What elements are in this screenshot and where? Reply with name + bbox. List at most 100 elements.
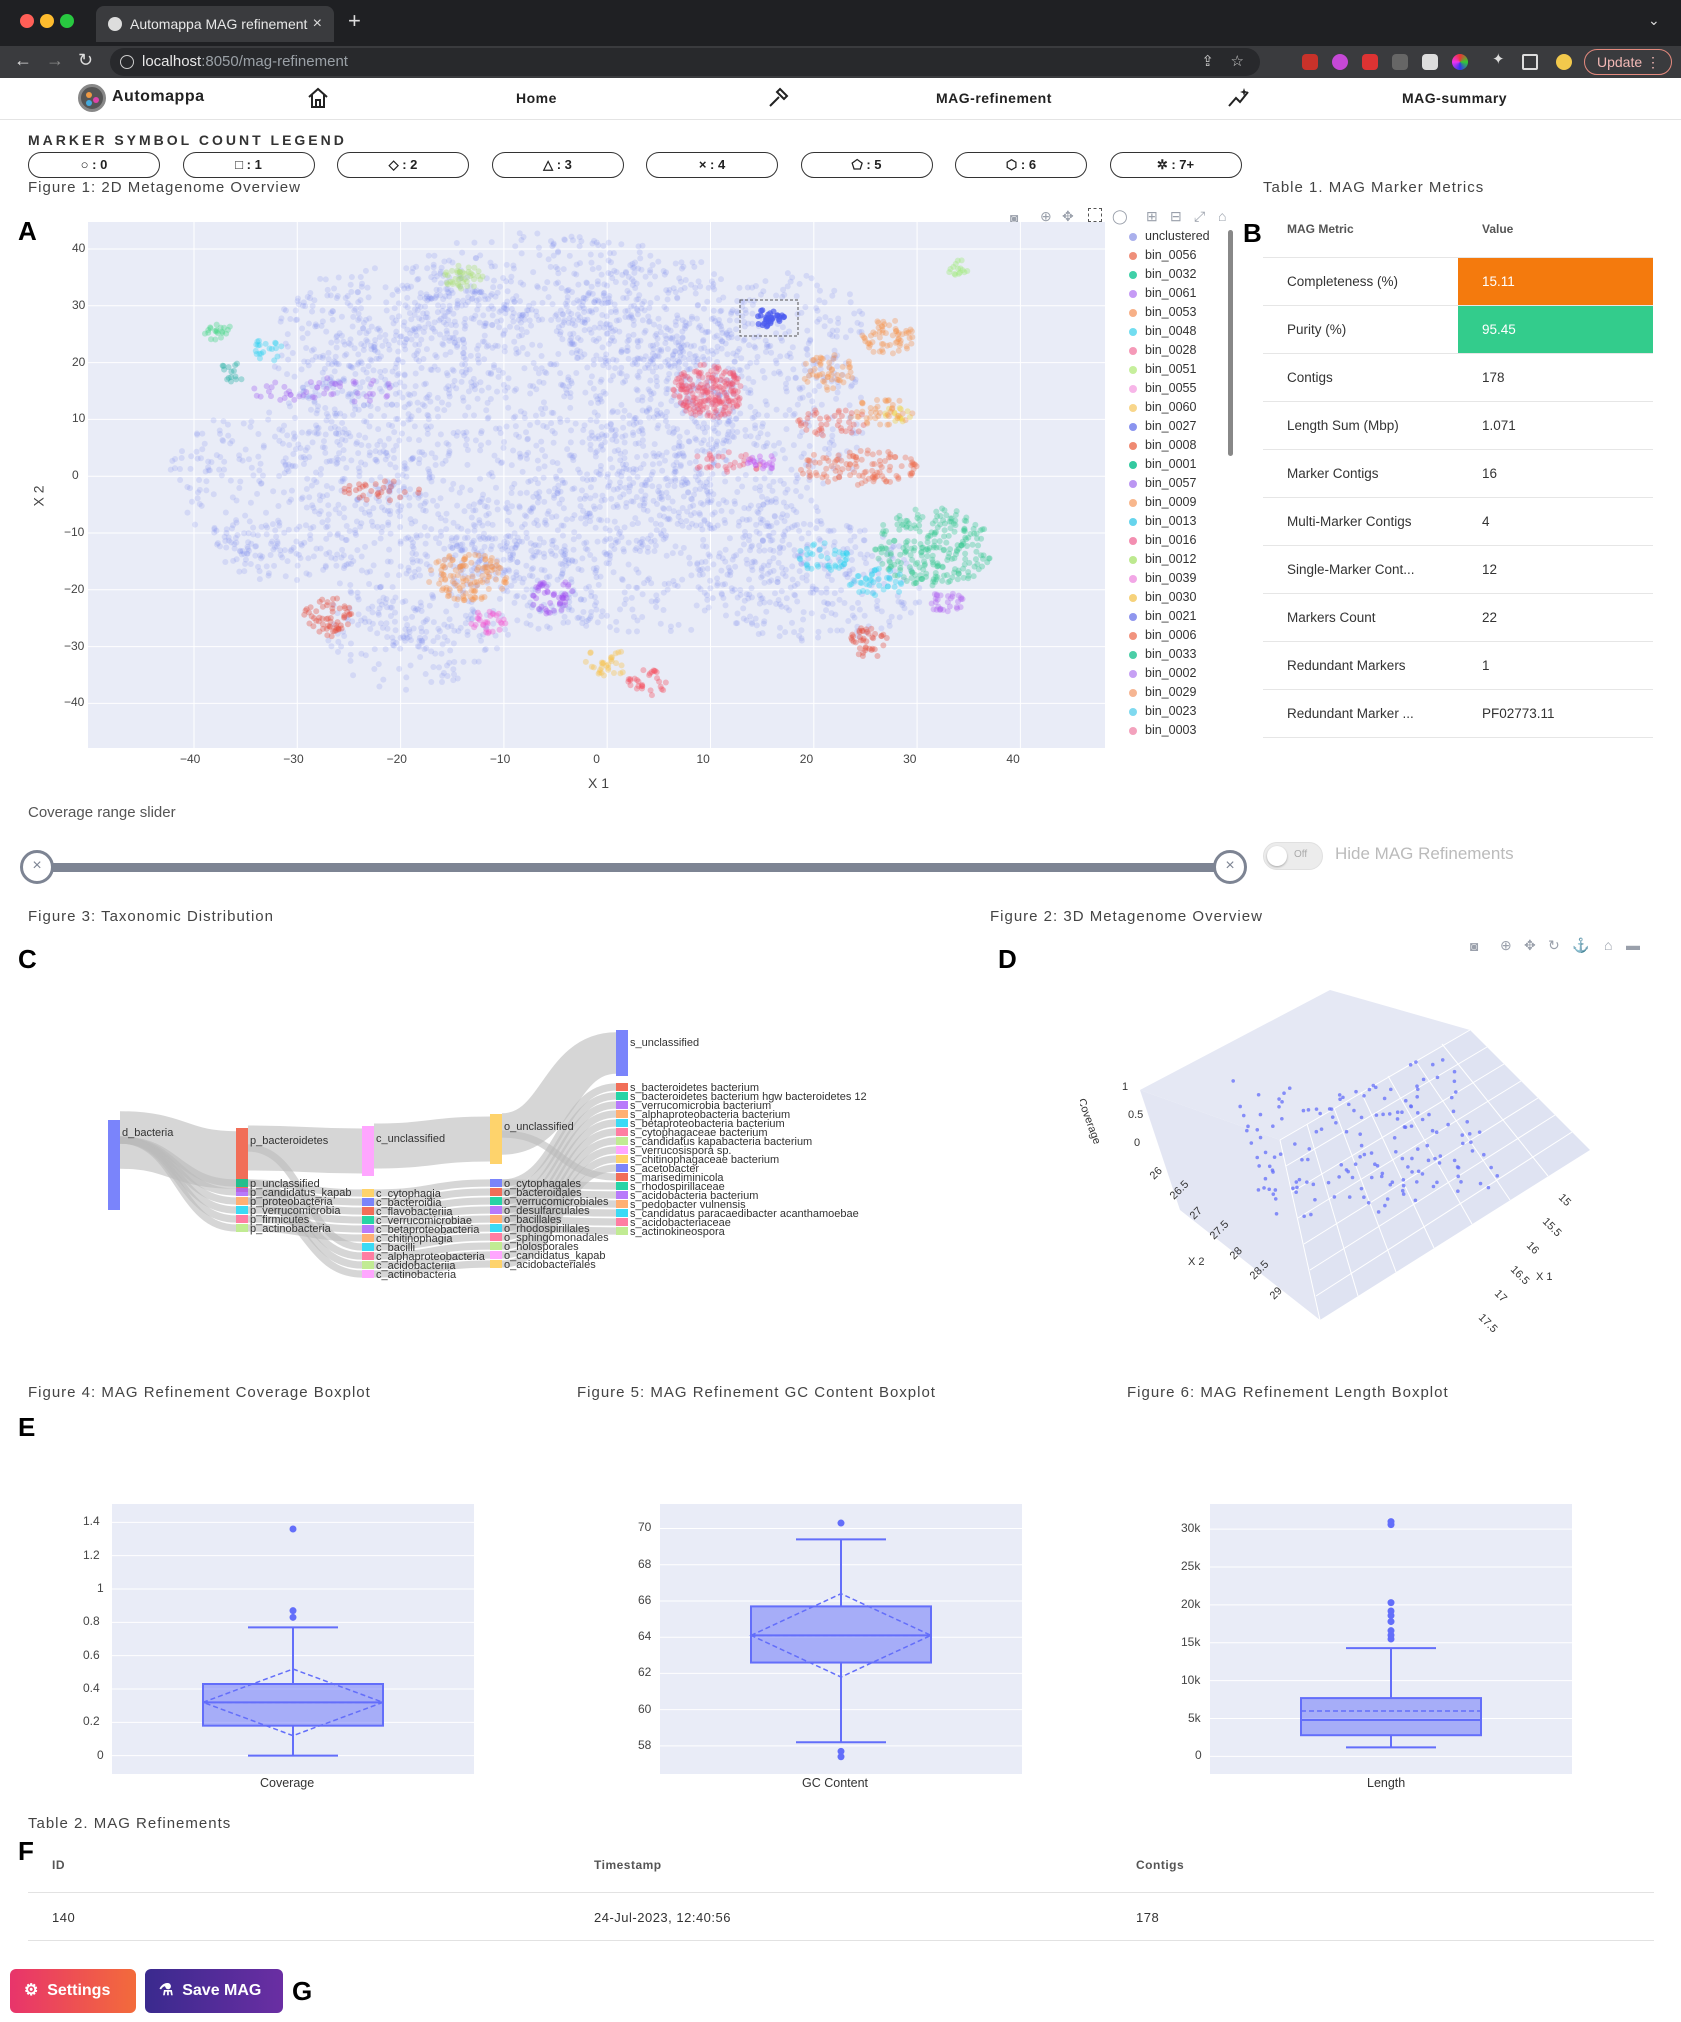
marker-count-6-button[interactable]: ⬡ : 6 <box>955 152 1087 178</box>
marker-count-2-button[interactable]: ◇ : 2 <box>337 152 469 178</box>
maximize-window-icon[interactable] <box>60 14 74 28</box>
scatter-point <box>313 323 320 330</box>
scatter-point <box>590 664 597 671</box>
scatter-point <box>307 295 314 302</box>
scatter-point <box>561 543 568 550</box>
marker-count-1-button[interactable]: □ : 1 <box>182 152 315 178</box>
zoom-in-icon[interactable]: ⊞ <box>1146 208 1158 224</box>
browser-update-button[interactable]: Update ⋮ <box>1584 49 1672 75</box>
reload-icon[interactable]: ↻ <box>78 50 94 70</box>
close-tab-icon[interactable]: × <box>312 15 322 32</box>
scatter-point <box>686 376 693 383</box>
scatter-point <box>875 570 882 577</box>
pan-icon[interactable]: ✥ <box>1062 208 1074 224</box>
color-picker-extension-icon[interactable] <box>1452 54 1468 70</box>
marker-count-3-button[interactable]: △ : 3 <box>491 152 624 178</box>
scatter-point <box>829 432 836 439</box>
scatter-point <box>732 416 739 423</box>
home-icon[interactable] <box>306 86 330 110</box>
scatter-point <box>708 525 715 532</box>
scatter-point <box>880 318 887 325</box>
scatter-point <box>657 521 664 528</box>
scatter-point <box>372 336 379 343</box>
scatter-point <box>585 583 592 590</box>
scatter-point <box>445 452 452 459</box>
marker-count-0-button[interactable]: ○ : 0 <box>28 152 160 178</box>
autoscale-icon[interactable]: ⤢ <box>1194 208 1206 224</box>
reset-axes-icon[interactable]: ⌂ <box>1218 208 1227 224</box>
scatter-point <box>513 593 520 600</box>
scatter-point <box>313 469 320 476</box>
nav-link-mag-refinement[interactable]: MAG-refinement <box>936 90 1052 106</box>
scatter-point <box>481 338 488 345</box>
scatter-point <box>584 510 591 517</box>
scatter-point <box>612 365 619 372</box>
back-icon[interactable]: ← <box>14 50 32 70</box>
forward-icon[interactable]: → <box>46 50 64 70</box>
scatter-point <box>222 538 229 545</box>
scatter-point <box>445 441 452 448</box>
close-window-icon[interactable] <box>20 14 34 28</box>
scatter-point <box>377 535 384 542</box>
scatter-point <box>287 315 294 322</box>
bookmark-star-icon[interactable]: ☆ <box>1230 53 1244 70</box>
lasso-icon[interactable]: ◯ <box>1112 208 1128 224</box>
marker-count-5-button[interactable]: ⬠ : 5 <box>800 152 933 178</box>
scatter-point <box>759 537 766 544</box>
scatter-point <box>579 555 586 562</box>
scatter-point <box>889 544 896 551</box>
scatter-point <box>663 552 670 559</box>
scatter-point <box>341 426 348 433</box>
scatter-point <box>492 425 499 432</box>
extension-icon[interactable] <box>1392 54 1408 70</box>
scatter-point <box>393 415 400 422</box>
scatter-point <box>598 271 605 278</box>
ublock-extension-icon[interactable] <box>1302 54 1318 70</box>
scatter-point <box>259 472 266 479</box>
scatter-point <box>704 520 711 527</box>
scatter-point <box>540 550 547 557</box>
nav-link-home[interactable]: Home <box>516 90 557 106</box>
address-bar[interactable]: localhost:8050/mag-refinement ⇪ ☆ <box>110 48 1260 76</box>
marker-count-4-button[interactable]: × : 4 <box>646 152 778 178</box>
scatter-point <box>570 546 577 553</box>
profile-avatar[interactable] <box>1556 54 1572 70</box>
scatter-point <box>569 588 576 595</box>
brand-name[interactable]: Automappa <box>112 88 205 105</box>
share-icon[interactable]: ⇪ <box>1201 53 1214 70</box>
scatter-plot-area[interactable] <box>88 222 1105 748</box>
minimize-window-icon[interactable] <box>40 14 54 28</box>
new-tab-icon[interactable]: + <box>348 8 361 33</box>
scatter-point <box>740 541 747 548</box>
nav-link-mag-summary[interactable]: MAG-summary <box>1402 90 1508 106</box>
zoom-icon[interactable]: ⊕ <box>1040 208 1052 224</box>
extension-icon[interactable] <box>1422 54 1438 70</box>
scatter-point <box>431 319 438 326</box>
browser-tab[interactable]: Automappa MAG refinement × <box>96 6 334 42</box>
tab-search-icon[interactable]: ⌄ <box>1648 12 1660 28</box>
scatter-point <box>907 326 914 333</box>
extensions-puzzle-icon[interactable]: ✦ <box>1492 51 1505 68</box>
scatter-point <box>741 505 748 512</box>
scatter-point <box>347 390 354 397</box>
marker-count-7-button[interactable]: ✲ : 7+ <box>1109 152 1242 178</box>
scatter-point <box>753 622 760 629</box>
sparkle-chart-icon[interactable] <box>1226 86 1252 110</box>
scatter-point <box>697 522 704 529</box>
site-info-icon[interactable] <box>120 55 134 69</box>
scatter-point <box>958 542 965 549</box>
side-panel-icon[interactable] <box>1522 54 1538 70</box>
scatter-point <box>639 427 646 434</box>
extension-icon[interactable] <box>1362 54 1378 70</box>
automappa-logo-icon[interactable] <box>78 84 106 112</box>
box-select-icon[interactable] <box>1088 208 1102 222</box>
hammer-icon[interactable] <box>766 86 790 110</box>
scatter-point <box>199 430 206 437</box>
camera-icon[interactable]: ◙ <box>1010 210 1019 226</box>
scatter-point <box>759 420 766 427</box>
scatter-point <box>546 609 553 616</box>
scatter-point <box>710 315 717 322</box>
scatter-point <box>484 577 491 584</box>
zoom-out-icon[interactable]: ⊟ <box>1170 208 1182 224</box>
extension-icon[interactable] <box>1332 54 1348 70</box>
